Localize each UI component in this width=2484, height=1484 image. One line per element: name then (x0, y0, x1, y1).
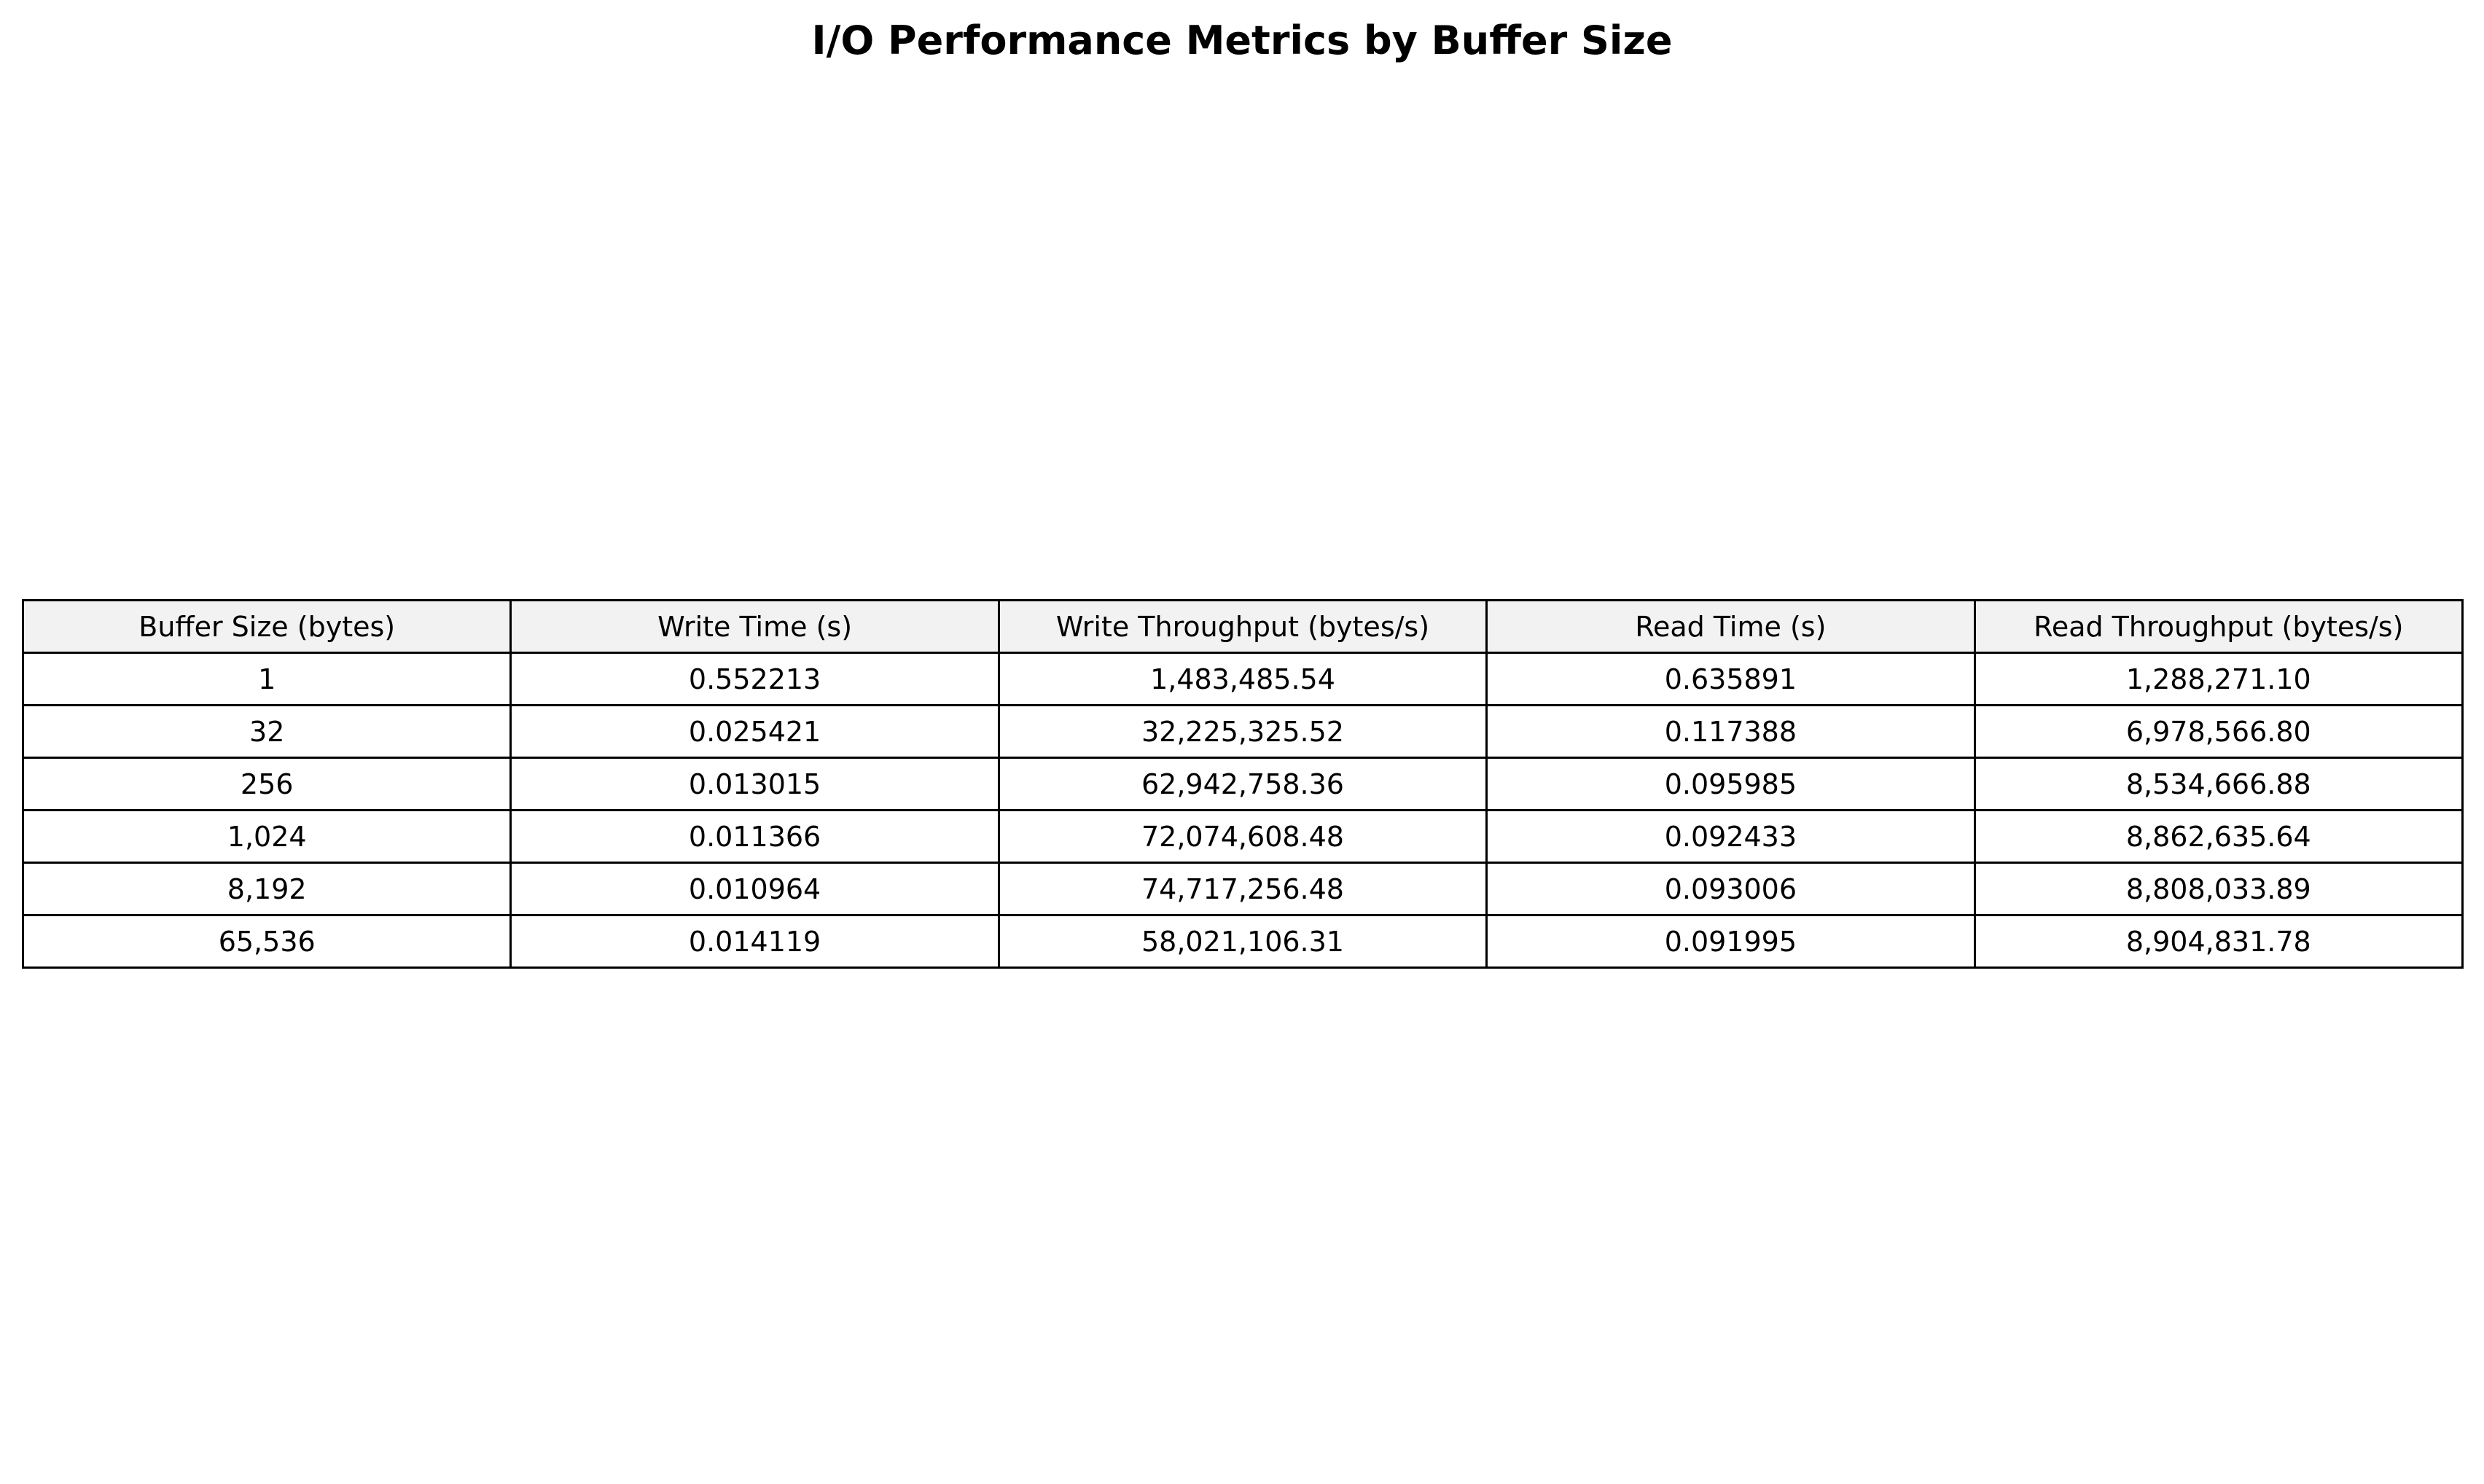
cell-read-throughput: 8,534,666.88 (1973, 757, 2464, 811)
cell-read-throughput: 8,808,033.89 (1973, 862, 2464, 916)
cell-buffer-size: 8,192 (21, 862, 512, 916)
header-row: Buffer Size (bytes) Write Time (s) Write… (21, 599, 2464, 654)
cell-write-time: 0.025421 (509, 704, 1000, 759)
table-header: Buffer Size (bytes) Write Time (s) Write… (21, 599, 2464, 654)
table-row: 32 0.025421 32,225,325.52 0.117388 6,978… (21, 704, 2464, 759)
table-body: 1 0.552213 1,483,485.54 0.635891 1,288,2… (21, 652, 2464, 969)
cell-read-time: 0.095985 (1485, 757, 1976, 811)
cell-read-time: 0.092433 (1485, 809, 1976, 864)
header-read-throughput: Read Throughput (bytes/s) (1973, 599, 2464, 654)
table-row: 1 0.552213 1,483,485.54 0.635891 1,288,2… (21, 652, 2464, 706)
cell-write-time: 0.010964 (509, 862, 1000, 916)
cell-read-time: 0.117388 (1485, 704, 1976, 759)
cell-write-throughput: 72,074,608.48 (997, 809, 1488, 864)
cell-write-throughput: 62,942,758.36 (997, 757, 1488, 811)
cell-write-throughput: 32,225,325.52 (997, 704, 1488, 759)
table-row: 8,192 0.010964 74,717,256.48 0.093006 8,… (21, 862, 2464, 916)
cell-buffer-size: 256 (21, 757, 512, 811)
cell-write-throughput: 58,021,106.31 (997, 914, 1488, 969)
metrics-table: Buffer Size (bytes) Write Time (s) Write… (21, 599, 2464, 969)
cell-write-throughput: 74,717,256.48 (997, 862, 1488, 916)
table-row: 1,024 0.011366 72,074,608.48 0.092433 8,… (21, 809, 2464, 864)
header-write-time: Write Time (s) (509, 599, 1000, 654)
cell-write-time: 0.552213 (509, 652, 1000, 706)
cell-write-time: 0.011366 (509, 809, 1000, 864)
cell-write-time: 0.014119 (509, 914, 1000, 969)
cell-read-time: 0.093006 (1485, 862, 1976, 916)
table-row: 65,536 0.014119 58,021,106.31 0.091995 8… (21, 914, 2464, 969)
cell-write-throughput: 1,483,485.54 (997, 652, 1488, 706)
table-row: 256 0.013015 62,942,758.36 0.095985 8,53… (21, 757, 2464, 811)
header-read-time: Read Time (s) (1485, 599, 1976, 654)
cell-buffer-size: 1,024 (21, 809, 512, 864)
cell-read-throughput: 8,862,635.64 (1973, 809, 2464, 864)
header-buffer-size: Buffer Size (bytes) (21, 599, 512, 654)
cell-buffer-size: 65,536 (21, 914, 512, 969)
cell-write-time: 0.013015 (509, 757, 1000, 811)
cell-read-throughput: 8,904,831.78 (1973, 914, 2464, 969)
chart-title: I/O Performance Metrics by Buffer Size (811, 17, 1673, 63)
cell-read-time: 0.091995 (1485, 914, 1976, 969)
cell-read-throughput: 1,288,271.10 (1973, 652, 2464, 706)
cell-buffer-size: 1 (21, 652, 512, 706)
cell-buffer-size: 32 (21, 704, 512, 759)
cell-read-throughput: 6,978,566.80 (1973, 704, 2464, 759)
header-write-throughput: Write Throughput (bytes/s) (997, 599, 1488, 654)
metrics-table-container: Buffer Size (bytes) Write Time (s) Write… (21, 599, 2464, 969)
cell-read-time: 0.635891 (1485, 652, 1976, 706)
